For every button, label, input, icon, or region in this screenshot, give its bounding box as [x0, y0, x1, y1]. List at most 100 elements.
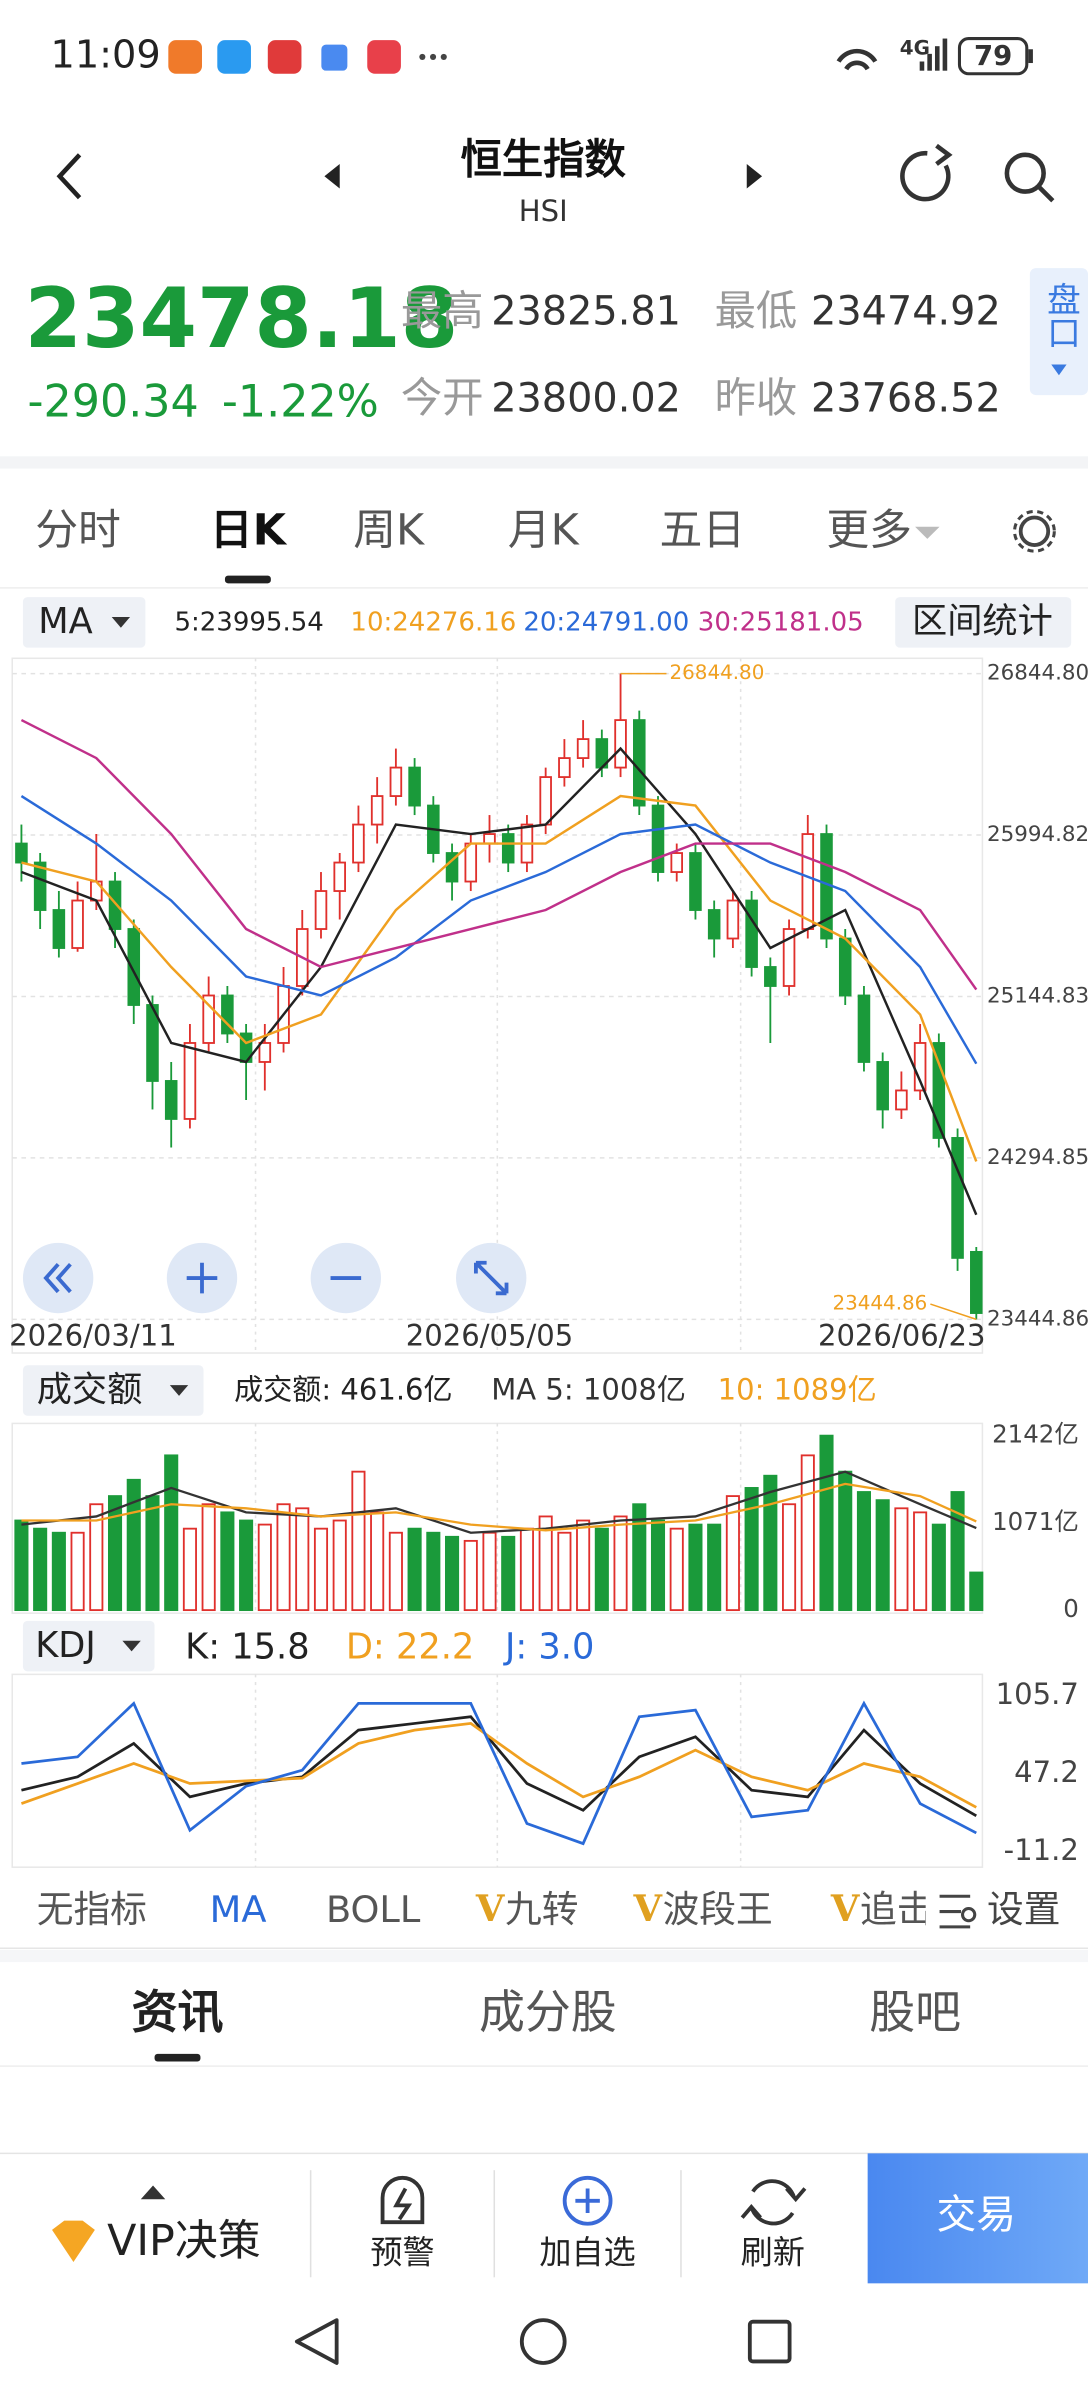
volume-bar [931, 1523, 946, 1612]
candle-body [408, 766, 421, 807]
y-tick-label: 26844.80 [987, 661, 1088, 686]
volume-bar [89, 1503, 104, 1612]
volume-bar [501, 1535, 516, 1612]
indicator-select-label: MA [38, 601, 92, 642]
y-tick-label: 1071亿 [992, 1507, 1079, 1536]
refresh-button[interactable] [900, 151, 951, 202]
volume-bar [613, 1515, 628, 1612]
volume-ma-legend: MA 5: 1008亿 [491, 1372, 686, 1406]
volume-select[interactable] [22, 1365, 204, 1416]
candle-body [838, 937, 852, 997]
candle-body [389, 766, 403, 797]
content-tab[interactable]: 资讯 [132, 1985, 224, 2039]
candle-body [764, 966, 777, 987]
expand-arrow[interactable] [140, 2185, 166, 2200]
nav-home[interactable] [519, 2318, 567, 2365]
volume-bar [295, 1507, 310, 1612]
volume-bar [538, 1515, 553, 1612]
volume-bar [557, 1531, 572, 1612]
annotation-leader [930, 1303, 977, 1321]
period-tabs: 分时 日K 周K 月K 五日 更多 [35, 505, 1056, 584]
candle-body [221, 994, 234, 1035]
panel-button[interactable] [1029, 268, 1088, 396]
volume-bar [201, 1503, 216, 1612]
nav-recent[interactable] [747, 2319, 792, 2364]
y-tick-label: 47.2 [1014, 1755, 1079, 1789]
next-stock[interactable] [746, 164, 763, 189]
panel-arrow [1051, 364, 1067, 376]
kdj-select-label: KDJ [35, 1625, 96, 1666]
candle-body [857, 994, 871, 1063]
indicator-item[interactable]: BOLL [326, 1888, 421, 1931]
volume-bar [669, 1527, 684, 1612]
tab-underline [224, 575, 271, 584]
period-tab[interactable]: 周K [353, 505, 425, 555]
ma-legend: 20:24791.00 [523, 608, 689, 638]
kdj-select[interactable] [22, 1620, 155, 1672]
candle-body [370, 795, 384, 826]
trade-button[interactable] [867, 2153, 1088, 2284]
vip-badge: V [475, 1887, 506, 1930]
zoom-controls [22, 1242, 527, 1314]
period-tab[interactable]: 日K [210, 505, 288, 555]
indicator-bar: 无指标 MA BOLL V 九转 V 波段王 V 追击 设置 [37, 1879, 1088, 1944]
vip-button[interactable]: VIP决策 [107, 2216, 260, 2266]
period-tab[interactable]: 分时 [35, 505, 121, 555]
candle-body [651, 804, 665, 873]
nav-back[interactable] [294, 2318, 339, 2365]
volume-bar [445, 1535, 460, 1612]
app-icon [217, 40, 251, 74]
series-line [20, 746, 978, 1216]
app-icon [321, 44, 348, 71]
kdj-legend: J: 3.0 [503, 1626, 594, 1667]
volume-bar [276, 1503, 291, 1612]
y-tick-label: 24294.85 [987, 1145, 1088, 1170]
candle-body [183, 1042, 197, 1120]
candle-body [558, 757, 571, 778]
series-line [21, 1482, 977, 1532]
candle-body [464, 842, 478, 883]
settings-icon-dot [960, 1906, 977, 1923]
bottom-bar: VIP决策 预警 加自选 刷新 交易 [0, 2152, 1088, 2284]
indicator-item[interactable]: 九转 [505, 1888, 578, 1931]
volume-bar [856, 1491, 871, 1612]
y-tick-label: 105.7 [996, 1677, 1079, 1711]
search-button[interactable] [1004, 152, 1046, 194]
range-stats-label: 区间统计 [912, 601, 1053, 642]
indicator-item[interactable]: MA [210, 1888, 267, 1931]
icon [43, 1262, 72, 1294]
app-icon [367, 40, 401, 74]
period-tab[interactable]: 更多 [826, 505, 912, 555]
prev-stock[interactable] [324, 164, 340, 189]
range-stats-button[interactable] [895, 597, 1072, 648]
candle-body [895, 1089, 908, 1111]
y-tick-label: 25994.82 [987, 822, 1088, 847]
dropdown-arrow [169, 1385, 189, 1396]
volume-bar [819, 1434, 834, 1612]
indicator-item[interactable]: 无指标 [37, 1888, 147, 1931]
period-tab[interactable]: 月K [508, 505, 580, 555]
indicator-settings[interactable]: 设置 [987, 1888, 1060, 1931]
volume-bar [576, 1519, 591, 1612]
add-watch-button[interactable]: 加自选 [539, 2233, 635, 2271]
refresh-button[interactable]: 刷新 [741, 2233, 805, 2271]
period-tab[interactable]: 五日 [660, 505, 746, 555]
y-tick-label: 0 [1063, 1594, 1079, 1623]
candle-body [951, 1137, 964, 1259]
change: -290.34 [28, 376, 199, 427]
settings-icon [939, 1894, 971, 1929]
alert-button[interactable]: 预警 [370, 2233, 434, 2271]
search-handle [1037, 185, 1055, 203]
indicator-item[interactable]: 追击 [860, 1888, 933, 1931]
series-line [21, 1470, 977, 1534]
volume-bar [950, 1491, 965, 1612]
back-button[interactable] [56, 153, 82, 200]
content-tab[interactable]: 股吧 [869, 1985, 961, 2039]
indicator-item[interactable]: 波段王 [663, 1888, 773, 1931]
content-tab[interactable]: 成分股 [479, 1985, 617, 2039]
kdj-legend: D: 22.2 [346, 1626, 474, 1667]
separator [0, 456, 1088, 469]
indicator-select[interactable] [22, 597, 146, 648]
settings-button[interactable] [1018, 515, 1051, 547]
more-dots [419, 53, 447, 60]
